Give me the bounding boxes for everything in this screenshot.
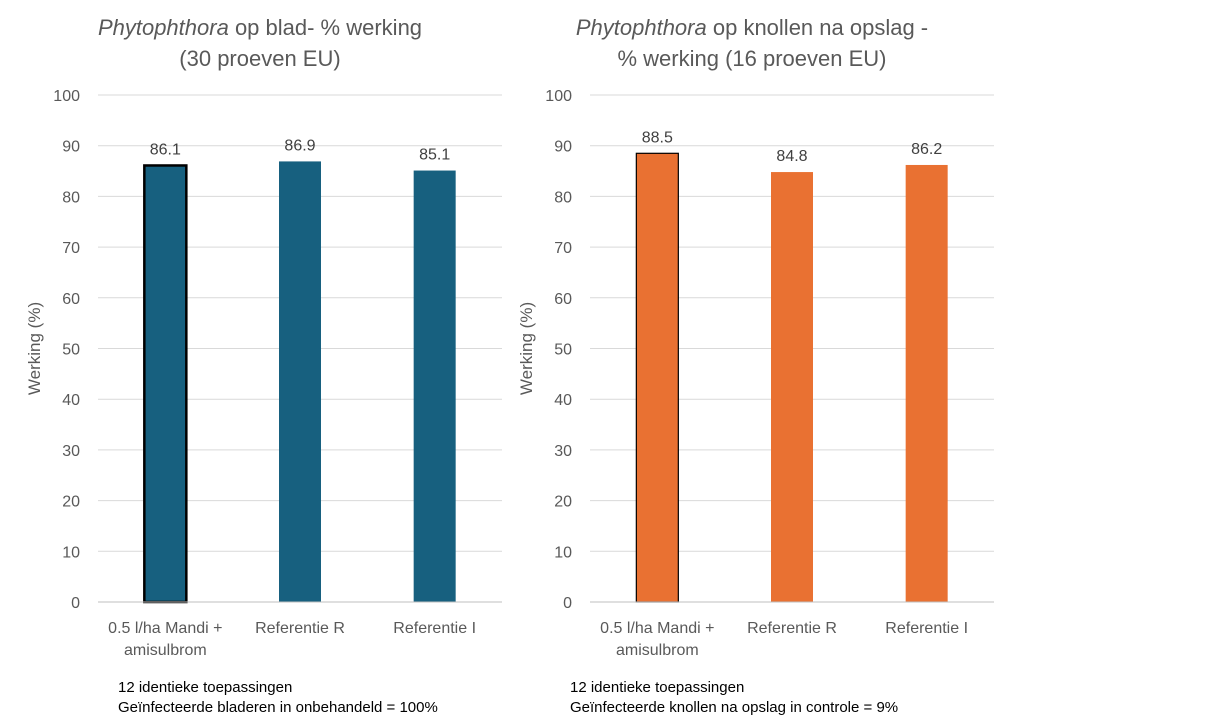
chart-plot-left: 0 10 20 30 40 50 60 70 80 90 100 Werking (%) 86.1 0.5… bbox=[25, 88, 502, 659]
y-tick-label: 90 bbox=[554, 139, 572, 156]
bar bbox=[413, 170, 456, 602]
data-label: 85.1 bbox=[419, 147, 450, 164]
chart-title-line2: (30 proeven EU) bbox=[179, 46, 341, 71]
y-tick-label: 80 bbox=[554, 189, 572, 206]
x-tick-label: 0.5 l/ha Mandi + bbox=[600, 620, 714, 637]
note-line-1: 12 identieke toepassingen bbox=[570, 679, 745, 696]
bar bbox=[771, 172, 813, 602]
chart-title: Phytophthora op blad- % werking (30 proe… bbox=[60, 12, 460, 74]
y-tick-label: 60 bbox=[62, 291, 80, 308]
chart-title: Phytophthora op knollen na opslag - % we… bbox=[552, 12, 952, 74]
y-tick-label: 70 bbox=[554, 240, 572, 257]
y-tick-label: 50 bbox=[554, 342, 572, 359]
bar bbox=[279, 161, 321, 603]
x-tick-label: Referentie I bbox=[393, 620, 476, 637]
data-label: 86.1 bbox=[150, 141, 181, 158]
x-tick-label: amisulbrom bbox=[124, 642, 207, 659]
chart-plot-right: 0 10 20 30 40 50 60 70 80 90 100 Werking (%) 88.5 0.5… bbox=[517, 88, 994, 659]
y-tick-label: 20 bbox=[62, 494, 80, 511]
y-tick-label: 60 bbox=[554, 291, 572, 308]
chart-title-italic: Phytophthora bbox=[97, 15, 229, 40]
y-tick-label: 100 bbox=[53, 88, 80, 105]
chart-title-italic: Phytophthora bbox=[575, 15, 707, 40]
y-tick-label: 40 bbox=[554, 392, 572, 409]
y-tick-label: 80 bbox=[62, 189, 80, 206]
y-tick-label: 100 bbox=[545, 88, 572, 105]
data-label: 84.8 bbox=[776, 148, 807, 165]
y-tick-label: 90 bbox=[62, 139, 80, 156]
data-label: 86.2 bbox=[911, 141, 942, 158]
y-axis-label: Werking (%) bbox=[517, 302, 536, 395]
y-tick-label: 30 bbox=[62, 443, 80, 460]
y-axis-label: Werking (%) bbox=[25, 302, 44, 395]
x-tick-label: Referentie R bbox=[255, 620, 345, 637]
bar bbox=[905, 164, 948, 602]
chart-title-rest: op blad- % werking bbox=[234, 15, 423, 40]
bar bbox=[143, 164, 188, 604]
chart-left: Phytophthora op blad- % werking (30 proe… bbox=[0, 0, 530, 728]
data-label: 88.5 bbox=[642, 129, 673, 146]
x-tick-label: amisulbrom bbox=[616, 642, 699, 659]
y-tick-label: 70 bbox=[62, 240, 80, 257]
y-tick-label: 20 bbox=[554, 494, 572, 511]
y-tick-label: 0 bbox=[71, 595, 80, 612]
chart-note: 12 identieke toepassingen Geïnfecteerde … bbox=[570, 678, 898, 718]
y-tick-label: 50 bbox=[62, 342, 80, 359]
y-tick-label: 40 bbox=[62, 392, 80, 409]
chart-right: Phytophthora op knollen na opslag - % we… bbox=[492, 0, 1022, 728]
data-label: 86.9 bbox=[284, 137, 315, 154]
chart-note: 12 identieke toepassingen Geïnfecteerde … bbox=[118, 678, 438, 718]
chart-title-rest: op knollen na opslag - bbox=[712, 15, 929, 40]
y-tick-label: 30 bbox=[554, 443, 572, 460]
x-tick-label: Referentie R bbox=[747, 620, 837, 637]
y-tick-label: 0 bbox=[563, 595, 572, 612]
y-tick-label: 10 bbox=[62, 544, 80, 561]
x-tick-label: 0.5 l/ha Mandi + bbox=[108, 620, 222, 637]
chart-title-line2: % werking (16 proeven EU) bbox=[617, 46, 887, 71]
x-tick-label: Referentie I bbox=[885, 620, 968, 637]
note-line-2: Geïnfecteerde bladeren in onbehandeld = … bbox=[118, 699, 438, 716]
note-line-1: 12 identieke toepassingen bbox=[118, 679, 293, 696]
bar bbox=[635, 152, 679, 603]
note-line-2: Geïnfecteerde knollen na opslag in contr… bbox=[570, 699, 899, 716]
y-tick-label: 10 bbox=[554, 544, 572, 561]
